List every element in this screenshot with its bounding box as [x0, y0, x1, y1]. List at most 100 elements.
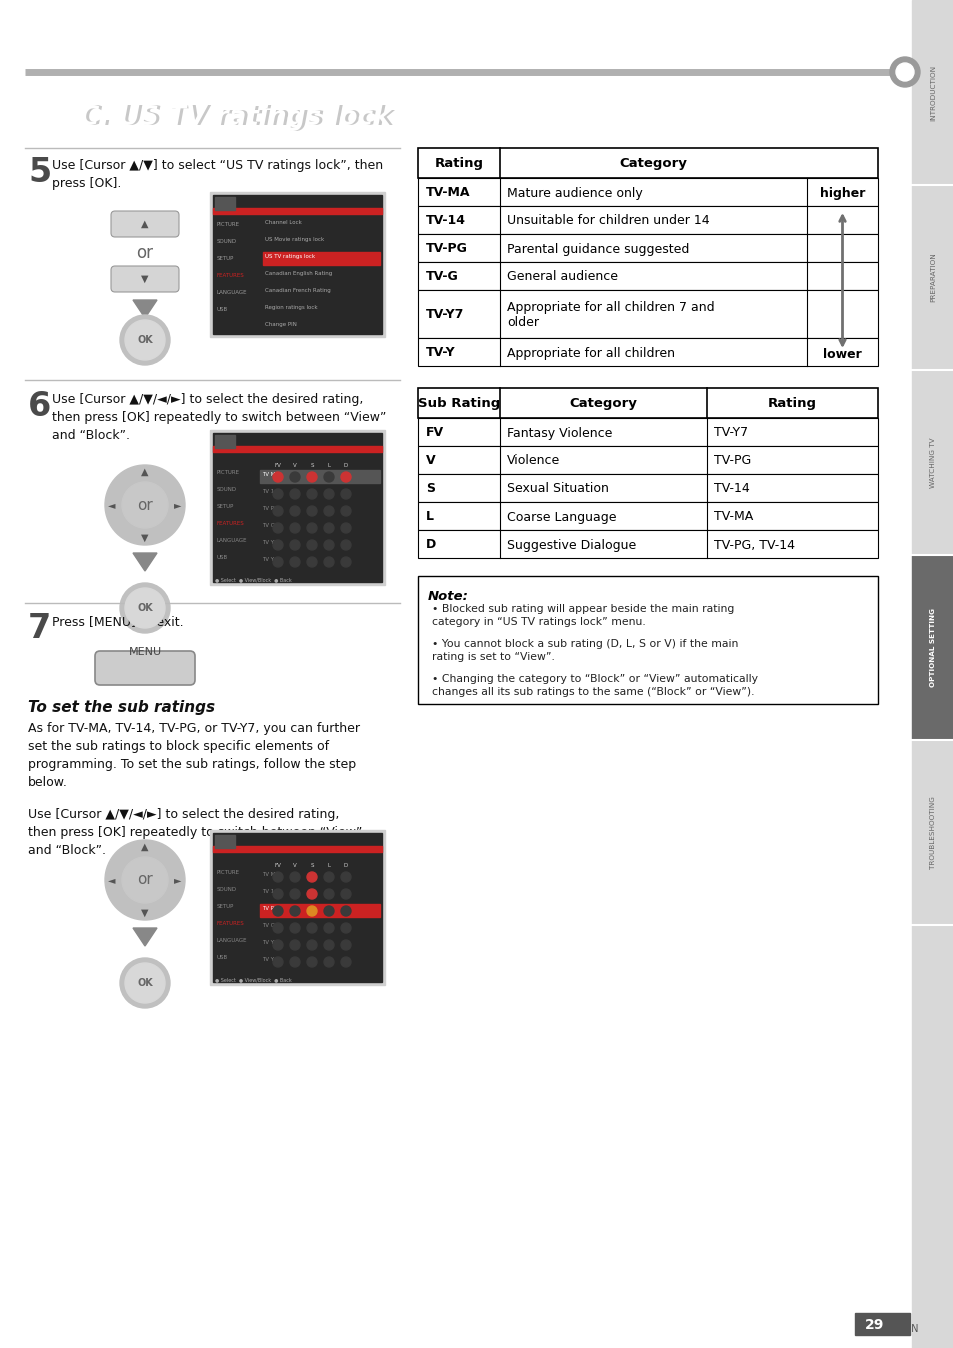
Circle shape [340, 872, 351, 882]
Circle shape [307, 923, 316, 933]
Text: EN: EN [904, 1324, 918, 1335]
Bar [911, 555, 953, 740]
Text: OPTIONAL SETTING: OPTIONAL SETTING [929, 608, 935, 687]
Circle shape [125, 588, 165, 628]
Text: TV-PG: TV-PG [713, 454, 750, 468]
Text: ◄: ◄ [108, 875, 115, 886]
Circle shape [290, 557, 299, 568]
Text: L: L [327, 863, 330, 868]
Text: Sub Rating: Sub Rating [417, 398, 499, 411]
Bar [854, 1313, 909, 1335]
Text: L: L [426, 511, 434, 523]
Text: ►: ► [174, 500, 182, 510]
Text: USB: USB [216, 954, 228, 960]
Text: US Movie ratings lock: US Movie ratings lock [265, 237, 324, 243]
Circle shape [120, 315, 170, 365]
Text: or: or [136, 244, 153, 262]
Bar [210, 430, 385, 585]
Circle shape [324, 541, 334, 550]
Text: Unsuitable for children under 14: Unsuitable for children under 14 [506, 214, 709, 228]
Text: TV-MA: TV-MA [426, 186, 470, 200]
Text: To set the sub ratings: To set the sub ratings [28, 700, 214, 714]
Bar [213, 446, 381, 452]
Circle shape [889, 57, 919, 88]
Text: TV Y: TV Y [262, 557, 274, 562]
Bar [417, 446, 877, 474]
Polygon shape [132, 301, 157, 318]
Text: 5: 5 [28, 156, 51, 189]
Circle shape [324, 888, 334, 899]
Text: TV G: TV G [262, 523, 274, 528]
Circle shape [290, 541, 299, 550]
Circle shape [324, 557, 334, 568]
Text: D: D [343, 462, 348, 468]
Text: TV-G: TV-G [426, 271, 458, 283]
Circle shape [324, 523, 334, 532]
Circle shape [105, 465, 185, 545]
Text: TV-Y7: TV-Y7 [426, 309, 464, 322]
Text: L: L [327, 462, 330, 468]
Circle shape [125, 962, 165, 1003]
Circle shape [125, 319, 165, 360]
Text: LANGUAGE: LANGUAGE [216, 290, 247, 295]
Circle shape [895, 63, 913, 81]
Text: FEATURES: FEATURES [216, 520, 245, 526]
Circle shape [340, 541, 351, 550]
Text: 6: 6 [28, 390, 51, 423]
Bar [417, 576, 877, 704]
Bar [214, 435, 234, 448]
Bar [911, 0, 953, 185]
Text: or: or [137, 872, 152, 887]
FancyBboxPatch shape [95, 651, 194, 685]
Text: ◄: ◄ [108, 500, 115, 510]
Circle shape [307, 506, 316, 516]
Text: higher: higher [819, 186, 864, 200]
Text: Channel Lock: Channel Lock [265, 220, 301, 225]
Bar [417, 262, 877, 290]
Circle shape [273, 489, 283, 499]
Text: PICTURE: PICTURE [216, 470, 240, 474]
Text: TV MA: TV MA [262, 472, 279, 477]
Circle shape [340, 472, 351, 483]
Text: ▼: ▼ [141, 909, 149, 918]
Circle shape [290, 888, 299, 899]
Bar [911, 925, 953, 1348]
Text: FV: FV [274, 863, 281, 868]
Circle shape [273, 888, 283, 899]
Text: TROUBLESHOOTING: TROUBLESHOOTING [929, 797, 935, 869]
Text: LANGUAGE: LANGUAGE [216, 938, 247, 944]
Circle shape [340, 506, 351, 516]
Circle shape [273, 523, 283, 532]
Text: TV PG: TV PG [262, 906, 278, 911]
Text: Press [MENU] to exit.: Press [MENU] to exit. [52, 615, 183, 628]
Bar [214, 834, 234, 848]
Circle shape [307, 940, 316, 950]
Text: TV-PG: TV-PG [426, 243, 467, 256]
Circle shape [290, 940, 299, 950]
Circle shape [324, 506, 334, 516]
Text: ▲: ▲ [141, 218, 149, 229]
Text: Sexual Situation: Sexual Situation [506, 483, 608, 496]
Text: Note:: Note: [428, 590, 468, 603]
Text: TV-14: TV-14 [426, 214, 465, 228]
Bar [417, 235, 877, 262]
Text: TV Y7: TV Y7 [262, 541, 277, 545]
Circle shape [290, 506, 299, 516]
Text: TV-MA: TV-MA [713, 511, 753, 523]
Text: D: D [426, 538, 436, 551]
Text: SETUP: SETUP [216, 504, 234, 510]
Circle shape [273, 906, 283, 917]
Text: Rating: Rating [767, 398, 816, 411]
Circle shape [324, 940, 334, 950]
Text: Category: Category [569, 398, 637, 411]
Circle shape [290, 872, 299, 882]
Circle shape [307, 957, 316, 967]
Text: ▲: ▲ [141, 842, 149, 852]
Bar [911, 740, 953, 925]
Bar [417, 501, 877, 530]
Text: FV: FV [426, 426, 444, 439]
Circle shape [290, 489, 299, 499]
Text: D: D [343, 863, 348, 868]
Bar [213, 833, 381, 981]
Bar [213, 208, 381, 214]
